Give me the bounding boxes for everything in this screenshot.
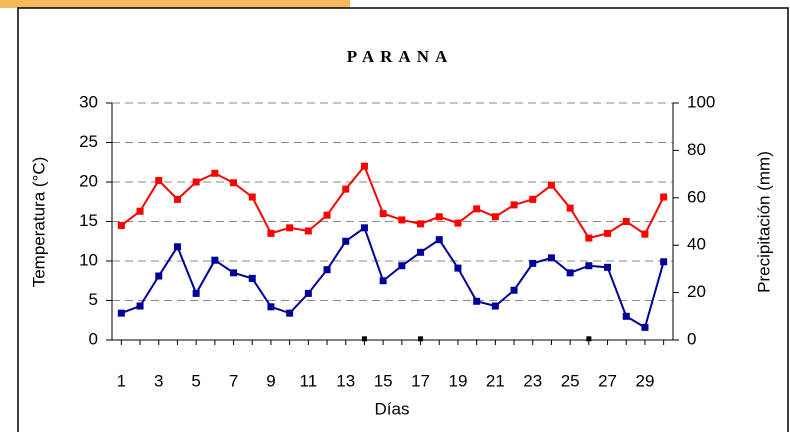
point	[248, 274, 256, 282]
point	[304, 289, 312, 297]
point	[155, 272, 163, 280]
y-tick-label: 30	[79, 92, 98, 111]
point	[267, 229, 275, 237]
point	[155, 176, 163, 184]
point	[136, 302, 144, 310]
point	[473, 205, 481, 213]
x-tick-label: 13	[336, 371, 355, 390]
y2-tick-label: 80	[687, 140, 706, 159]
point	[641, 323, 649, 331]
y2-tick-label: 0	[687, 329, 696, 348]
x-tick-label: 7	[229, 371, 238, 390]
point	[211, 169, 219, 177]
y2-tick-label: 20	[687, 282, 706, 301]
x-tick-label: 9	[266, 371, 275, 390]
point	[622, 218, 630, 225]
point	[342, 237, 350, 245]
point	[136, 207, 144, 215]
x-tick-label: 15	[374, 371, 393, 390]
point	[435, 236, 443, 244]
x-tick-label: 5	[191, 371, 200, 390]
y-tick-label: 25	[79, 132, 98, 151]
point	[173, 195, 181, 203]
tab	[0, 0, 350, 8]
y-tick-label: 10	[79, 250, 98, 269]
point	[418, 336, 424, 342]
y2-tick-label: 60	[687, 187, 706, 206]
point	[379, 277, 387, 285]
point	[586, 336, 592, 342]
x-tick-label: 21	[486, 371, 505, 390]
point	[566, 269, 574, 277]
point	[547, 254, 555, 262]
point	[361, 336, 367, 342]
point	[435, 213, 443, 221]
point	[211, 256, 219, 264]
x-tick-label: 29	[635, 371, 654, 390]
y2-tick-label: 40	[687, 235, 706, 254]
point	[510, 286, 518, 294]
point	[230, 179, 238, 187]
x-tick-label: 3	[154, 371, 163, 390]
point	[660, 258, 668, 266]
point	[585, 262, 593, 270]
point	[491, 213, 499, 221]
y-tick-label: 20	[79, 171, 98, 190]
x-tick-label: 27	[598, 371, 617, 390]
y2-tick-label: 100	[687, 92, 715, 111]
point	[622, 312, 630, 320]
point	[117, 221, 125, 229]
point	[379, 210, 387, 218]
y-axis-label: Temperatura (°C)	[29, 157, 48, 288]
x-tick-label: 23	[523, 371, 542, 390]
point	[192, 289, 200, 297]
point	[267, 303, 275, 311]
point	[398, 216, 406, 224]
point	[529, 259, 537, 267]
y-tick-label: 0	[89, 329, 98, 348]
point	[566, 204, 574, 212]
point	[473, 297, 481, 305]
point	[304, 227, 312, 235]
point	[286, 309, 294, 317]
x-axis-label: Días	[375, 399, 410, 418]
point	[641, 230, 649, 238]
y-tick-label: 5	[89, 290, 98, 309]
point	[604, 263, 612, 271]
point	[117, 309, 125, 317]
point	[491, 302, 499, 310]
point	[510, 201, 518, 209]
x-tick-label: 1	[117, 371, 126, 390]
point	[286, 224, 294, 232]
point	[192, 178, 200, 186]
point	[323, 211, 331, 219]
x-tick-label: 25	[561, 371, 580, 390]
point	[547, 181, 555, 189]
point	[529, 195, 537, 203]
chart-title: PARANA	[347, 47, 454, 66]
x-tick-label: 17	[411, 371, 430, 390]
point	[173, 243, 181, 251]
x-tick-label: 11	[300, 371, 318, 390]
point	[454, 264, 462, 272]
point	[454, 219, 462, 227]
point	[342, 185, 350, 193]
point	[660, 193, 668, 201]
point	[417, 220, 425, 228]
point	[230, 269, 238, 277]
point	[604, 229, 612, 237]
point	[360, 224, 368, 232]
point	[417, 248, 425, 256]
point	[585, 234, 593, 242]
y-tick-label: 15	[79, 211, 98, 230]
x-tick-label: 19	[448, 371, 467, 390]
point	[398, 262, 406, 270]
point	[360, 162, 368, 170]
point	[248, 193, 256, 201]
point	[323, 266, 331, 274]
y2-axis-label: Precipitación (mm)	[754, 151, 773, 293]
